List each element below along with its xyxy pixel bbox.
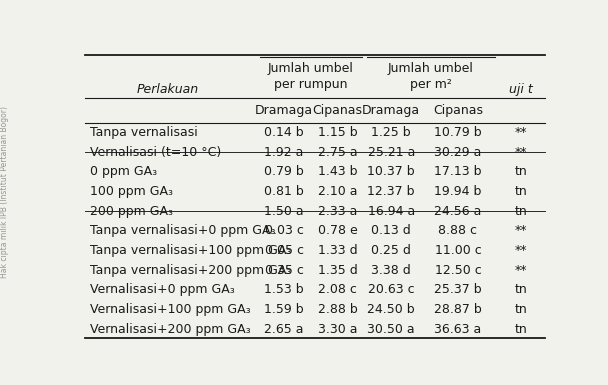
Text: 24.50 b: 24.50 b [367,303,415,316]
Text: 200 ppm GA₃: 200 ppm GA₃ [90,204,173,218]
Text: 0.79 b: 0.79 b [264,165,304,178]
Text: 19.94 b: 19.94 b [434,185,482,198]
Text: tn: tn [515,165,528,178]
Text: Vernalisasi+0 ppm GA₃: Vernalisasi+0 ppm GA₃ [90,283,235,296]
Text: 0.14 b: 0.14 b [264,126,304,139]
Text: 2.10 a: 2.10 a [318,185,358,198]
Text: 1.25 b: 1.25 b [371,126,411,139]
Text: 1.33 d: 1.33 d [318,244,358,257]
Text: 0.05 c: 0.05 c [264,244,303,257]
Text: 10.79 b: 10.79 b [434,126,482,139]
Text: 2.33 a: 2.33 a [318,204,358,218]
Text: 2.08 c: 2.08 c [318,283,357,296]
Text: 0.81 b: 0.81 b [264,185,304,198]
Text: 36.63 a: 36.63 a [434,323,482,336]
Text: 11.00 c: 11.00 c [435,244,482,257]
Text: 24.56 a: 24.56 a [434,204,482,218]
Text: **: ** [515,146,528,159]
Text: tn: tn [515,303,528,316]
Text: Cipanas: Cipanas [313,104,362,117]
Text: 0.03 c: 0.03 c [264,224,303,237]
Text: 3.38 d: 3.38 d [371,264,411,276]
Text: tn: tn [515,185,528,198]
Text: **: ** [515,244,528,257]
Text: Jumlah umbel
per m²: Jumlah umbel per m² [388,62,474,91]
Text: Dramaga: Dramaga [362,104,420,117]
Text: 2.75 a: 2.75 a [318,146,358,159]
Text: uji t: uji t [510,83,533,96]
Text: 10.37 b: 10.37 b [367,165,415,178]
Text: **: ** [515,264,528,276]
Text: tn: tn [515,323,528,336]
Text: Dramaga: Dramaga [255,104,313,117]
Text: 12.50 c: 12.50 c [435,264,482,276]
Text: tn: tn [515,283,528,296]
Text: 0.35 c: 0.35 c [264,264,303,276]
Text: Cipanas: Cipanas [433,104,483,117]
Text: Perlakuan: Perlakuan [137,83,199,96]
Text: Tanpa vernalisasi+100 ppm GA₃: Tanpa vernalisasi+100 ppm GA₃ [90,244,291,257]
Text: 28.87 b: 28.87 b [434,303,482,316]
Text: 20.63 c: 20.63 c [368,283,415,296]
Text: Jumlah umbel
per rumpun: Jumlah umbel per rumpun [268,62,354,91]
Text: Tanpa vernalisasi+0 ppm GA₃: Tanpa vernalisasi+0 ppm GA₃ [90,224,275,237]
Text: 100 ppm GA₃: 100 ppm GA₃ [90,185,173,198]
Text: Vernalisasi (t=10 °C): Vernalisasi (t=10 °C) [90,146,221,159]
Text: 8.88 c: 8.88 c [438,224,477,237]
Text: 1.53 b: 1.53 b [264,283,304,296]
Text: Tanpa vernalisasi+200 ppm GA₃: Tanpa vernalisasi+200 ppm GA₃ [90,264,291,276]
Text: 0.13 d: 0.13 d [371,224,411,237]
Text: **: ** [515,224,528,237]
Text: 0.78 e: 0.78 e [317,224,358,237]
Text: 25.37 b: 25.37 b [434,283,482,296]
Text: 1.43 b: 1.43 b [318,165,358,178]
Text: 3.30 a: 3.30 a [318,323,358,336]
Text: Vernalisasi+200 ppm GA₃: Vernalisasi+200 ppm GA₃ [90,323,250,336]
Text: tn: tn [515,204,528,218]
Text: 1.15 b: 1.15 b [318,126,358,139]
Text: 2.88 b: 2.88 b [317,303,358,316]
Text: 17.13 b: 17.13 b [434,165,482,178]
Text: 16.94 a: 16.94 a [368,204,415,218]
Text: 0 ppm GA₃: 0 ppm GA₃ [90,165,157,178]
Text: 25.21 a: 25.21 a [368,146,415,159]
Text: 1.59 b: 1.59 b [264,303,304,316]
Text: Vernalisasi+100 ppm GA₃: Vernalisasi+100 ppm GA₃ [90,303,250,316]
Text: 2.65 a: 2.65 a [264,323,304,336]
Text: 1.35 d: 1.35 d [317,264,358,276]
Text: Hak cipta milik IPB (Institut Pertanian Bogor): Hak cipta milik IPB (Institut Pertanian … [1,107,9,278]
Text: 0.25 d: 0.25 d [371,244,411,257]
Text: 30.29 a: 30.29 a [434,146,482,159]
Text: 1.92 a: 1.92 a [264,146,304,159]
Text: 12.37 b: 12.37 b [367,185,415,198]
Text: **: ** [515,126,528,139]
Text: Tanpa vernalisasi: Tanpa vernalisasi [90,126,198,139]
Text: 1.50 a: 1.50 a [264,204,304,218]
Text: 30.50 a: 30.50 a [367,323,415,336]
